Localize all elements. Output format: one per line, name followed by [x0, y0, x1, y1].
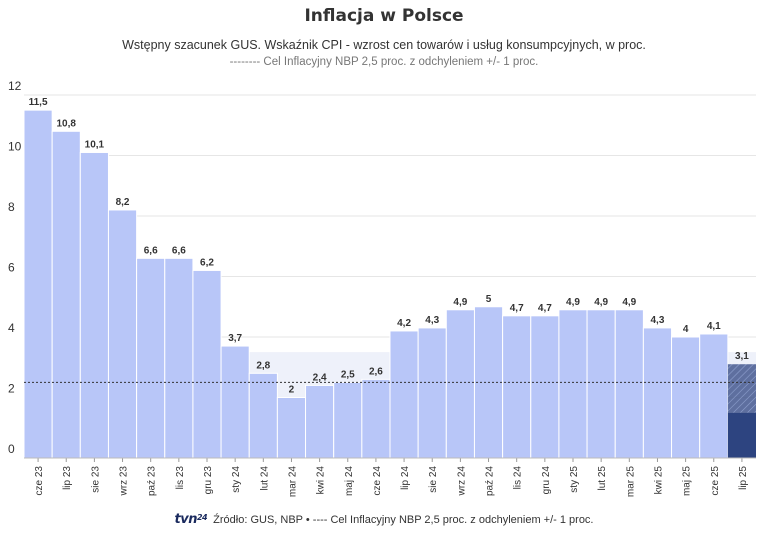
bar-chart: 0 2 4 6 8 10 12 11,5 cze 23 10,8 lip 23 10,1 sie 23 8… [8, 79, 756, 498]
data-label: 6,2 [200, 257, 214, 268]
y-tick-label: 12 [8, 79, 22, 93]
bar [671, 336, 701, 459]
x-tick-label: gru 23 [203, 466, 214, 495]
y-tick-label: 0 [8, 442, 15, 456]
x-tick-label: paź 23 [147, 466, 158, 496]
data-label: 10,1 [85, 139, 105, 150]
chart-subtitle: Wstępny szacunek GUS. Wskaźnik CPI - wzr… [122, 38, 646, 52]
bar [445, 309, 475, 459]
bar [614, 309, 644, 459]
bar [51, 130, 81, 459]
bar [389, 330, 419, 459]
bar [502, 315, 532, 459]
x-tick-label: maj 25 [682, 466, 693, 496]
x-tick-label: kwi 24 [316, 466, 327, 495]
data-label: 4 [683, 324, 689, 335]
x-tick-label: cze 24 [372, 466, 383, 496]
x-tick-label: lis 23 [175, 466, 186, 490]
bar [164, 257, 194, 459]
data-label: 4,2 [397, 318, 411, 329]
x-tick-label: mar 25 [625, 466, 636, 498]
bar [361, 378, 391, 459]
x-tick-label: sie 24 [428, 466, 439, 493]
data-label: 2,6 [369, 366, 383, 377]
bar [558, 309, 588, 459]
data-label: 4,3 [425, 315, 439, 326]
x-tick-label: gru 24 [541, 466, 552, 495]
data-label: 2 [289, 385, 295, 396]
y-tick-label: 2 [8, 382, 15, 396]
data-label: 4,9 [566, 297, 580, 308]
x-tick-label: sty 25 [569, 466, 580, 493]
bar [305, 384, 335, 459]
data-label: 8,2 [116, 197, 130, 208]
x-tick-label: lut 25 [597, 466, 608, 491]
data-label: 3,1 [735, 351, 749, 362]
data-label: 3,7 [228, 333, 242, 344]
x-tick-label: wrz 23 [119, 466, 130, 497]
x-tick-label: lut 24 [259, 466, 270, 491]
x-tick-label: sie 23 [90, 466, 101, 493]
bar [192, 269, 222, 459]
data-label: 2,8 [256, 360, 270, 371]
footer: tvn24 Źródło: GUS, NBP • ---- Cel Inflac… [0, 512, 768, 527]
target-note: -------- Cel Inflacyjny NBP 2,5 proc. z … [229, 56, 539, 68]
x-tick-label: sty 24 [231, 466, 242, 493]
bar [107, 209, 138, 459]
x-tick-label: lip 23 [62, 466, 73, 490]
bar [333, 381, 363, 459]
x-tick-label: wrz 24 [456, 466, 467, 497]
data-label: 4,1 [707, 321, 721, 332]
source-text: Źródło: GUS, NBP • ---- Cel Inflacyjny N… [213, 514, 594, 526]
x-tick-label: paź 24 [485, 466, 496, 496]
x-tick-label: kwi 25 [653, 466, 664, 495]
x-tick-label: mar 24 [287, 466, 298, 498]
data-label: 2,4 [313, 372, 327, 383]
x-tick-label: cze 25 [710, 466, 721, 496]
data-label: 4,7 [538, 303, 552, 314]
y-tick-label: 8 [8, 200, 15, 214]
data-label: 4,9 [594, 297, 608, 308]
data-label: 4,3 [651, 315, 665, 326]
bar [530, 315, 560, 459]
data-label: 5 [486, 294, 492, 305]
tvn24-logo: tvn24 [174, 512, 208, 527]
data-label: 4,9 [622, 297, 636, 308]
bar [727, 412, 756, 458]
bar [276, 397, 307, 459]
bar [220, 345, 250, 459]
bar [136, 257, 166, 459]
data-label: 4,9 [453, 297, 467, 308]
data-label: 2,5 [341, 369, 355, 380]
x-tick-label: maj 24 [344, 466, 355, 496]
data-label: 6,6 [172, 245, 186, 256]
x-tick-label: cze 23 [34, 466, 45, 496]
data-label: 11,5 [29, 97, 48, 108]
bar [23, 109, 53, 459]
y-tick-label: 4 [8, 321, 15, 335]
chart-title: Inflacja w Polsce [304, 6, 464, 26]
x-tick-label: lip 24 [400, 466, 411, 490]
y-tick-label: 6 [8, 261, 15, 275]
y-tick-label: 10 [8, 140, 22, 154]
x-tick-label: lip 25 [738, 466, 749, 490]
bar-segment-hatched [727, 364, 756, 413]
data-label: 4,7 [510, 303, 524, 314]
data-label: 6,6 [144, 245, 158, 256]
x-tick-label: lis 24 [513, 466, 524, 490]
bar [586, 309, 616, 459]
data-label: 10,8 [56, 118, 76, 129]
bar [79, 151, 109, 459]
bar [417, 327, 447, 459]
bar [642, 327, 673, 459]
bar [699, 333, 729, 459]
bar [248, 372, 278, 459]
